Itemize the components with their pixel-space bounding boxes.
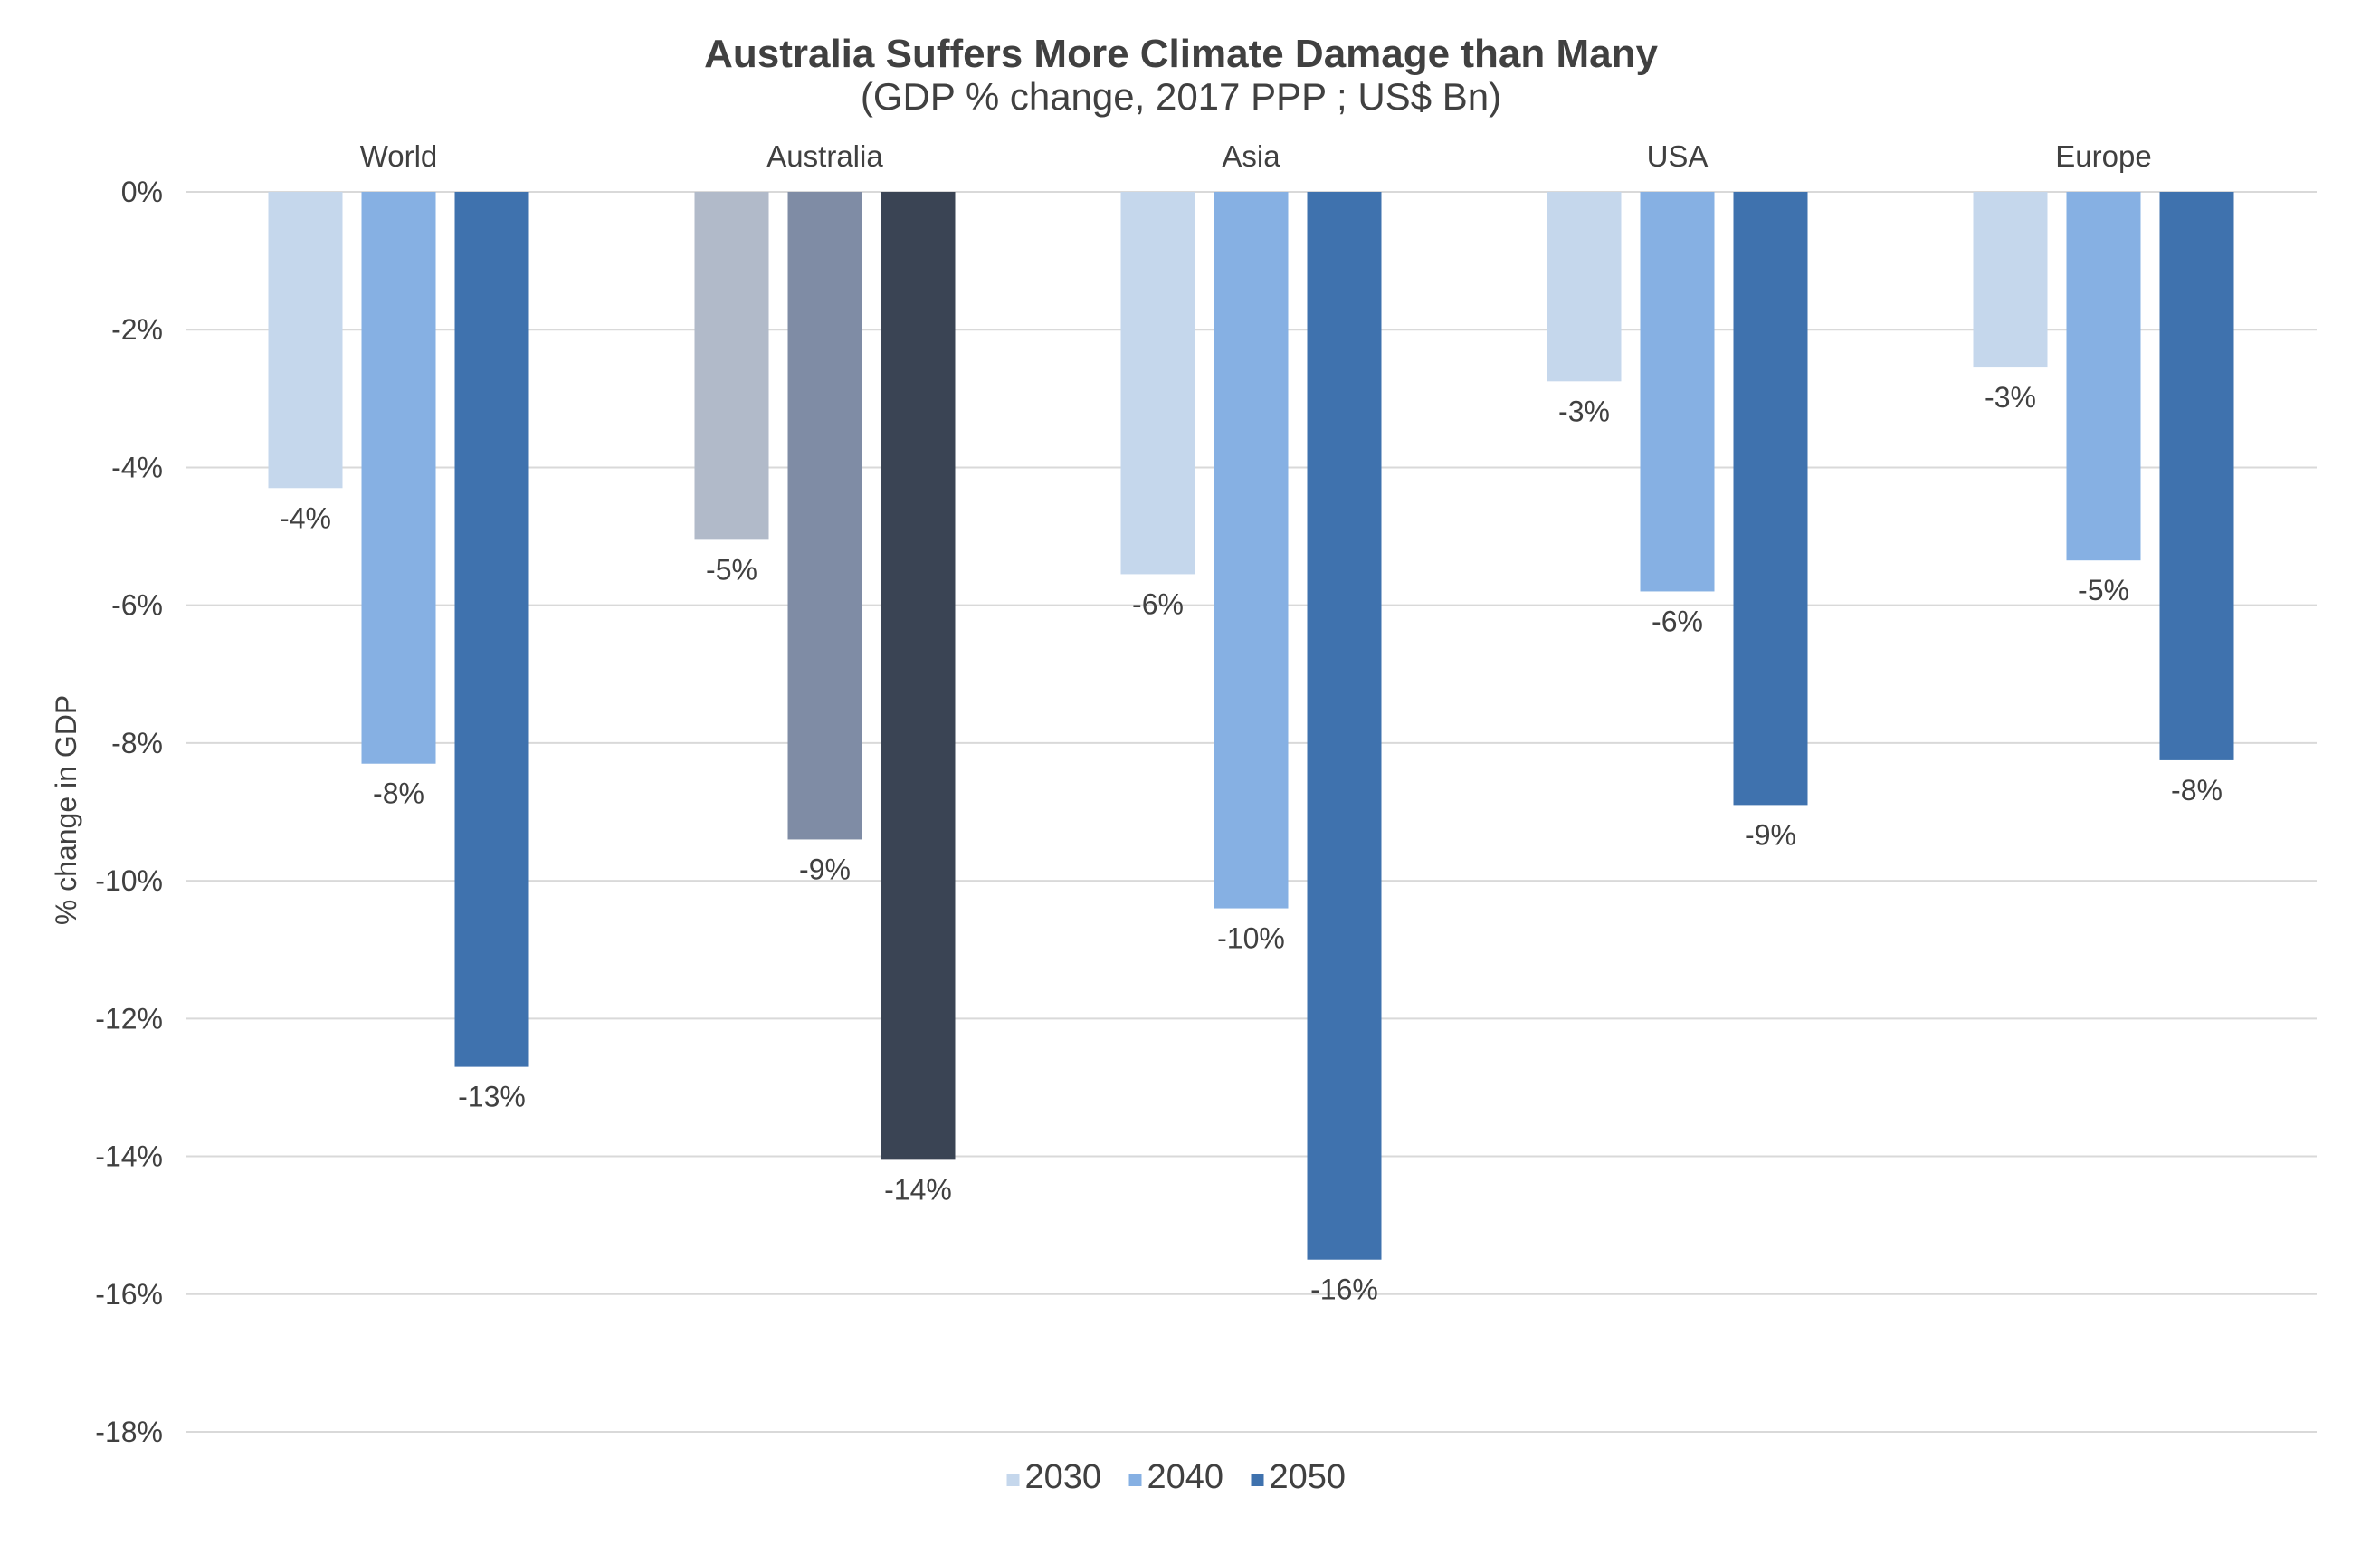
data-label: -4% xyxy=(280,501,331,534)
data-label: -3% xyxy=(1558,395,1610,427)
data-labels: -4% -8% -13% -5% -9% -14% -6% -10% -16% -3% -6% -9%… xyxy=(280,381,2223,1306)
data-label: -6% xyxy=(1652,605,1703,637)
data-label: -10% xyxy=(1217,922,1285,955)
y-tick-label: -18% xyxy=(95,1416,163,1448)
bar-europe-2030 xyxy=(1973,192,2048,368)
y-tick-label: -6% xyxy=(111,589,163,622)
bar-usa-2040 xyxy=(1640,192,1715,592)
category-label: USA xyxy=(1647,139,1709,173)
y-tick-label: -8% xyxy=(111,727,163,759)
data-label: -13% xyxy=(458,1081,526,1113)
category-labels: World Australia Asia USA Europe xyxy=(360,139,2152,173)
category-label: Asia xyxy=(1222,139,1280,173)
legend-label-2040: 2040 xyxy=(1147,1458,1224,1496)
legend: 2030 2040 2050 xyxy=(1006,1458,1347,1496)
category-label: Australia xyxy=(766,139,883,173)
bar-asia-2030 xyxy=(1120,192,1195,575)
data-label: -9% xyxy=(1745,818,1796,851)
bar-usa-2050 xyxy=(1733,192,1808,806)
category-label: World xyxy=(360,139,438,173)
data-label: -8% xyxy=(373,778,424,810)
y-tick-label: -14% xyxy=(95,1140,163,1173)
legend-swatch-2030 xyxy=(1006,1474,1020,1486)
data-label: -16% xyxy=(1310,1274,1378,1306)
bar-world-2040 xyxy=(361,192,436,764)
bar-usa-2030 xyxy=(1547,192,1622,382)
data-label: -3% xyxy=(1985,381,2036,414)
data-label: -8% xyxy=(2171,774,2223,806)
bar-australia-2030 xyxy=(694,192,769,540)
data-label: -9% xyxy=(799,853,851,885)
y-tick-label: -4% xyxy=(111,451,163,483)
y-axis-title: % change in GDP xyxy=(50,695,82,925)
bar-europe-2040 xyxy=(2066,192,2141,561)
y-axis-ticks: 0% -2% -4% -6% -8% -10% -12% -14% -16% -18% xyxy=(95,176,163,1448)
bars xyxy=(268,192,2234,1260)
bar-australia-2040 xyxy=(787,192,862,840)
bar-world-2030 xyxy=(268,192,343,489)
legend-swatch-2050 xyxy=(1251,1474,1264,1486)
bar-world-2050 xyxy=(454,192,529,1067)
data-label: -5% xyxy=(2078,574,2129,606)
data-label: -6% xyxy=(1132,587,1184,620)
category-label: Europe xyxy=(2055,139,2151,173)
bar-asia-2040 xyxy=(1214,192,1289,909)
bar-asia-2050 xyxy=(1307,192,1382,1260)
y-tick-label: 0% xyxy=(121,176,163,208)
chart-title: Australia Suffers More Climate Damage th… xyxy=(704,32,1658,76)
bar-europe-2050 xyxy=(2159,192,2234,760)
legend-swatch-2040 xyxy=(1128,1474,1142,1486)
legend-label-2030: 2030 xyxy=(1025,1458,1102,1496)
chart-subtitle: (GDP % change, 2017 PPP ; US$ Bn) xyxy=(861,75,1501,118)
data-label: -5% xyxy=(706,553,757,586)
y-tick-label: -2% xyxy=(111,313,163,346)
data-label: -14% xyxy=(884,1173,952,1206)
legend-label-2050: 2050 xyxy=(1270,1458,1347,1496)
y-tick-label: -12% xyxy=(95,1002,163,1035)
y-tick-label: -10% xyxy=(95,864,163,897)
bar-australia-2050 xyxy=(881,192,956,1160)
y-tick-label: -16% xyxy=(95,1278,163,1311)
